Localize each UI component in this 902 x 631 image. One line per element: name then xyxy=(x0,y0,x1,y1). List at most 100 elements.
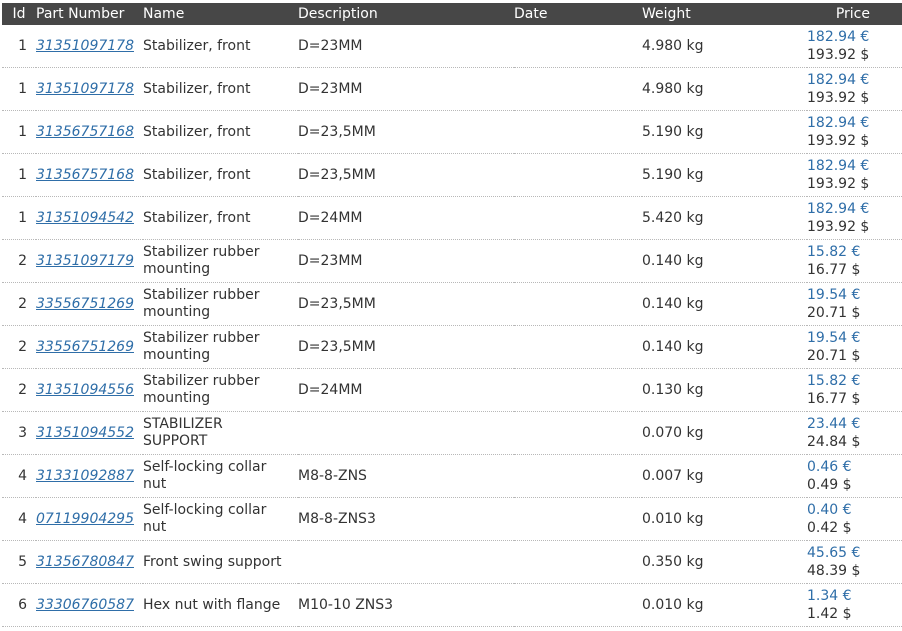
row-date xyxy=(514,25,642,68)
part-number-link[interactable]: 31331092887 xyxy=(36,468,134,484)
part-number-link[interactable]: 31351097178 xyxy=(36,38,134,54)
row-weight-text: 5.420 kg xyxy=(642,210,704,226)
row-weight-text: 0.130 kg xyxy=(642,382,704,398)
row-price: 182.94 € 193.92 $ xyxy=(807,67,902,111)
row-weight: 5.190 kg xyxy=(642,110,807,154)
price-eur: 0.46 € xyxy=(807,459,852,475)
part-number-link[interactable]: 07119904295 xyxy=(36,511,134,527)
part-number-link[interactable]: 33556751269 xyxy=(36,339,134,355)
price-usd: 48.39 $ xyxy=(807,563,861,579)
row-date xyxy=(514,153,642,197)
row-description xyxy=(298,540,514,584)
row-name-text: Stabilizer, front xyxy=(143,80,251,97)
row-description-text: D=24MM xyxy=(298,382,363,398)
row-part-number: 33306760587 xyxy=(36,583,143,627)
row-weight: 0.010 kg xyxy=(642,583,807,627)
row-name: Hex nut with flange xyxy=(143,583,298,627)
column-header-id: Id xyxy=(2,3,36,25)
price-eur: 182.94 € xyxy=(807,72,870,88)
part-number-link[interactable]: 33556751269 xyxy=(36,296,134,312)
row-part-number: 31331092887 xyxy=(36,454,143,498)
row-description: D=24MM xyxy=(298,368,514,412)
part-number-link[interactable]: 31351094542 xyxy=(36,210,134,226)
row-date xyxy=(514,411,642,455)
row-name: Stabilizer rubber mounting xyxy=(143,282,298,326)
row-id-text: 1 xyxy=(18,210,27,226)
table-row: 5 31356780847 Front swing support 0.350 … xyxy=(2,540,902,584)
row-weight-text: 0.010 kg xyxy=(642,597,704,613)
row-id-text: 1 xyxy=(18,124,27,140)
row-description: D=23MM xyxy=(298,67,514,111)
row-part-number: 31356780847 xyxy=(36,540,143,584)
row-weight-text: 0.350 kg xyxy=(642,554,704,570)
part-number-link[interactable]: 33306760587 xyxy=(36,597,134,613)
price-eur: 45.65 € xyxy=(807,545,861,561)
row-weight-text: 0.140 kg xyxy=(642,253,704,269)
row-description: M8-8-ZNS3 xyxy=(298,497,514,541)
table-row: 3 31351094552 STABILIZER SUPPORT 0.070 k… xyxy=(2,411,902,455)
part-number-link[interactable]: 31351094556 xyxy=(36,382,134,398)
table-row: 1 31351097178 Stabilizer, front D=23MM 4… xyxy=(2,25,902,68)
row-id-text: 1 xyxy=(18,167,27,183)
row-weight-text: 0.007 kg xyxy=(642,468,704,484)
table-header-row: Id Part Number Name Description Date Wei… xyxy=(2,3,902,25)
row-name-text: Stabilizer, front xyxy=(143,37,251,54)
part-number-link[interactable]: 31356757168 xyxy=(36,167,134,183)
row-id: 5 xyxy=(2,540,36,584)
row-id-text: 4 xyxy=(18,511,27,527)
part-number-link[interactable]: 31356757168 xyxy=(36,124,134,140)
table-row: 2 31351097179 Stabilizer rubber mounting… xyxy=(2,239,902,283)
row-date xyxy=(514,110,642,154)
row-description: M10-10 ZNS3 xyxy=(298,583,514,627)
part-number-link[interactable]: 31351097178 xyxy=(36,81,134,97)
price-usd: 1.42 $ xyxy=(807,606,852,622)
row-id: 1 xyxy=(2,67,36,111)
table-body: 1 31351097178 Stabilizer, front D=23MM 4… xyxy=(2,25,902,627)
row-price: 0.46 € 0.49 $ xyxy=(807,454,902,498)
row-weight: 0.140 kg xyxy=(642,325,807,369)
part-number-link[interactable]: 31351094552 xyxy=(36,425,134,441)
row-part-number: 31351097178 xyxy=(36,25,143,68)
row-name-text: Stabilizer rubber mounting xyxy=(143,330,260,363)
table-row: 4 07119904295 Self-locking collar nut M8… xyxy=(2,497,902,541)
row-price: 15.82 € 16.77 $ xyxy=(807,239,902,283)
price-eur: 15.82 € xyxy=(807,373,861,389)
row-price: 182.94 € 193.92 $ xyxy=(807,110,902,154)
price-eur: 19.54 € xyxy=(807,330,861,346)
row-id: 2 xyxy=(2,325,36,369)
row-name-text: Stabilizer rubber mounting xyxy=(143,244,260,277)
row-description: D=23,5MM xyxy=(298,325,514,369)
row-id-text: 2 xyxy=(18,382,27,398)
row-name: Front swing support xyxy=(143,540,298,584)
price-usd: 193.92 $ xyxy=(807,90,870,106)
price-eur: 1.34 € xyxy=(807,588,852,604)
price-eur: 15.82 € xyxy=(807,244,861,260)
row-weight: 0.007 kg xyxy=(642,454,807,498)
row-weight: 0.140 kg xyxy=(642,282,807,326)
part-number-link[interactable]: 31356780847 xyxy=(36,554,134,570)
row-description-text: D=23MM xyxy=(298,81,363,97)
row-id: 2 xyxy=(2,368,36,412)
part-number-link[interactable]: 31351097179 xyxy=(36,253,134,269)
price-eur: 19.54 € xyxy=(807,287,861,303)
row-id-text: 2 xyxy=(18,339,27,355)
row-weight: 5.190 kg xyxy=(642,153,807,197)
column-header-price: Price xyxy=(807,3,902,25)
row-name-text: Self-locking collar nut xyxy=(143,459,267,492)
row-date xyxy=(514,540,642,584)
row-date xyxy=(514,325,642,369)
row-description: D=23,5MM xyxy=(298,153,514,197)
price-eur: 182.94 € xyxy=(807,158,870,174)
row-description-text: D=23,5MM xyxy=(298,339,376,355)
row-name: Stabilizer, front xyxy=(143,110,298,154)
price-eur: 182.94 € xyxy=(807,115,870,131)
table-row: 2 33556751269 Stabilizer rubber mounting… xyxy=(2,325,902,369)
column-header-description: Description xyxy=(298,3,514,25)
row-name-text: Stabilizer, front xyxy=(143,166,251,183)
row-id-text: 1 xyxy=(18,38,27,54)
row-id: 1 xyxy=(2,196,36,240)
row-price: 19.54 € 20.71 $ xyxy=(807,325,902,369)
column-header-weight: Weight xyxy=(642,3,807,25)
row-description-text: D=23MM xyxy=(298,38,363,54)
row-weight-text: 0.140 kg xyxy=(642,339,704,355)
